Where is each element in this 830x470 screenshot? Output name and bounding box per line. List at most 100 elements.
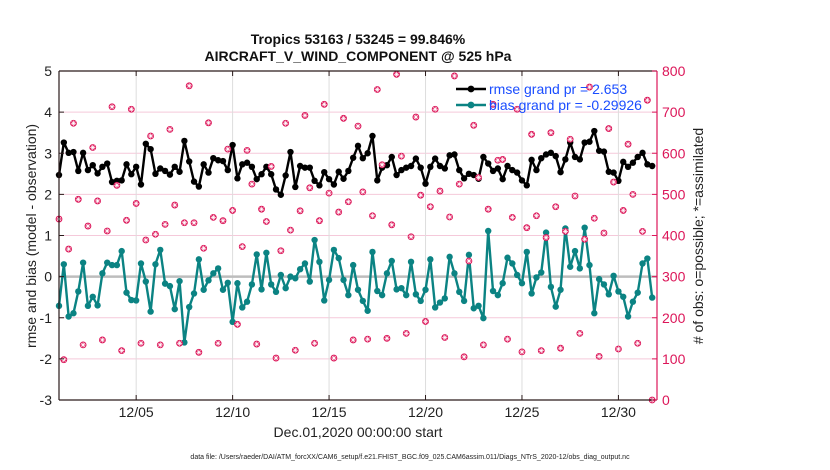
rmse-point [70,148,77,156]
bias-point [393,286,400,293]
rmse-point [576,156,584,163]
bias-point [171,305,178,313]
obs-count-point [484,205,492,213]
bias-point [427,256,434,263]
obs-count-point [176,339,183,347]
bias-point [436,299,444,306]
obs-assimilated-marker [321,101,327,107]
obs-count-point [533,212,540,220]
bias-point [369,248,376,256]
rmse-point [277,191,285,198]
rmse-point [431,155,439,162]
obs-count-point [359,188,367,196]
obs-count-point [340,114,347,122]
obs-assimilated-marker [283,120,289,126]
bias-point [557,286,564,293]
rmse-point [330,181,338,188]
rmse-point [89,161,96,169]
obs-count-point [610,178,617,186]
rmse-point [181,137,188,145]
legend-marker-bias [467,101,475,109]
rmse-point [620,158,627,166]
obs-assimilated-marker [133,200,139,207]
obs-count-point [142,236,150,244]
obs-assimilated-marker [432,106,438,112]
rmse-point [427,163,434,171]
rmse-point [123,161,130,168]
rmse-point [161,167,169,175]
obs-count-point [224,145,232,153]
obs-count-point [127,105,135,113]
rmse-point [552,152,559,160]
bias-point [620,293,627,300]
rmse-point [494,165,502,172]
obs-count-point [185,82,193,90]
rmse-point [504,162,511,170]
bias-point [378,291,386,299]
obs-assimilated-marker [85,223,91,229]
obs-assimilated-marker [186,83,192,89]
bias-point [446,253,453,261]
x-tick-label: 12/15 [312,404,347,420]
obs-count-point [161,220,169,228]
bias-point [239,304,246,311]
obs-assimilated-marker [172,202,178,208]
rmse-point [407,162,415,170]
bias-point [615,288,622,295]
bias-point [523,248,530,256]
bias-point [388,257,395,265]
bias-point [634,289,641,296]
bias-point [364,307,371,314]
obs-assimilated-marker [567,136,573,142]
x-tick-label: 12/05 [119,404,154,420]
obs-assimilated-marker [311,340,318,346]
rmse-point [586,138,593,145]
obs-assimilated-marker [466,258,472,264]
obs-assimilated-marker [287,227,294,233]
bias-point [600,281,608,288]
obs-count-point [388,221,396,229]
obs-assimilated-marker [365,336,371,342]
obs-assimilated-marker [99,337,106,343]
obs-count-point [528,130,536,138]
rmse-point [272,186,280,193]
y-tick-label: -1 [40,310,53,326]
obs-assimilated-marker [244,147,250,153]
obs-count-point [113,181,121,189]
rmse-point [166,171,174,178]
obs-count-point [402,329,410,337]
rmse-point [171,163,178,171]
rmse-point [523,182,530,189]
obs-count-point [123,216,130,224]
y-tick-label: -3 [40,392,53,408]
bias-point [566,263,574,270]
bias-point [422,286,429,293]
bias-point [547,283,555,291]
bias-point [152,261,159,268]
obs-count-point [518,348,526,356]
obs-count-point [412,113,420,121]
obs-assimilated-marker [205,120,212,126]
bias-point [465,251,473,259]
obs-assimilated-marker [128,106,134,112]
rmse-point [605,168,612,175]
obs-assimilated-marker [447,214,453,220]
obs-assimilated-marker [196,349,202,355]
obs-count-point [330,354,338,362]
bias-point [234,280,241,287]
obs-count-point [238,243,246,251]
y-tick-label: 5 [44,63,52,79]
obs-count-point [537,347,545,355]
obs-count-point [171,201,179,209]
obs-assimilated-marker [504,336,511,342]
obs-assimilated-marker [201,245,207,251]
rmse-point [210,154,217,162]
obs-count-point [156,341,164,349]
bias-point [576,265,584,272]
obs-count-point [407,233,415,241]
obs-assimilated-marker [562,228,568,234]
bias-point [253,251,260,258]
obs-assimilated-marker [254,341,260,347]
bias-point [624,313,632,320]
bias-point [190,290,198,297]
